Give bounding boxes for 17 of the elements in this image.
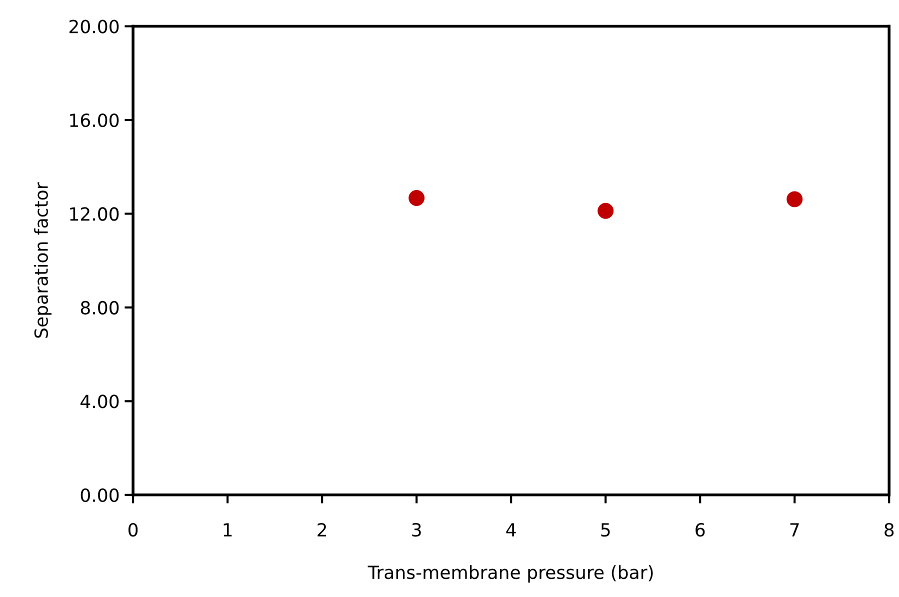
y-tick-label: 12.00 [70,207,119,221]
x-tick-label: 8 [884,523,894,537]
x-tick-label: 3 [412,523,421,537]
y-tick-label: 16.00 [70,113,119,128]
x-tick-label: 2 [318,523,326,536]
y-tick-label: 4.00 [80,394,119,408]
y-axis-title: Separation factor [34,182,52,338]
x-tick-label: 7 [790,523,799,536]
y-tick-label: 8.00 [80,300,119,315]
x-tick-label: 4 [506,523,516,536]
x-tick-label: 1 [224,523,232,536]
x-tick-label: 6 [696,523,705,537]
y-tick-label: 0.00 [80,488,119,502]
x-tick-label: 0 [128,523,138,537]
x-axis-title: Trans-membrane pressure (bar) [368,565,653,583]
y-tick-label: 20.00 [69,20,119,34]
x-tick-label: 5 [601,523,610,537]
